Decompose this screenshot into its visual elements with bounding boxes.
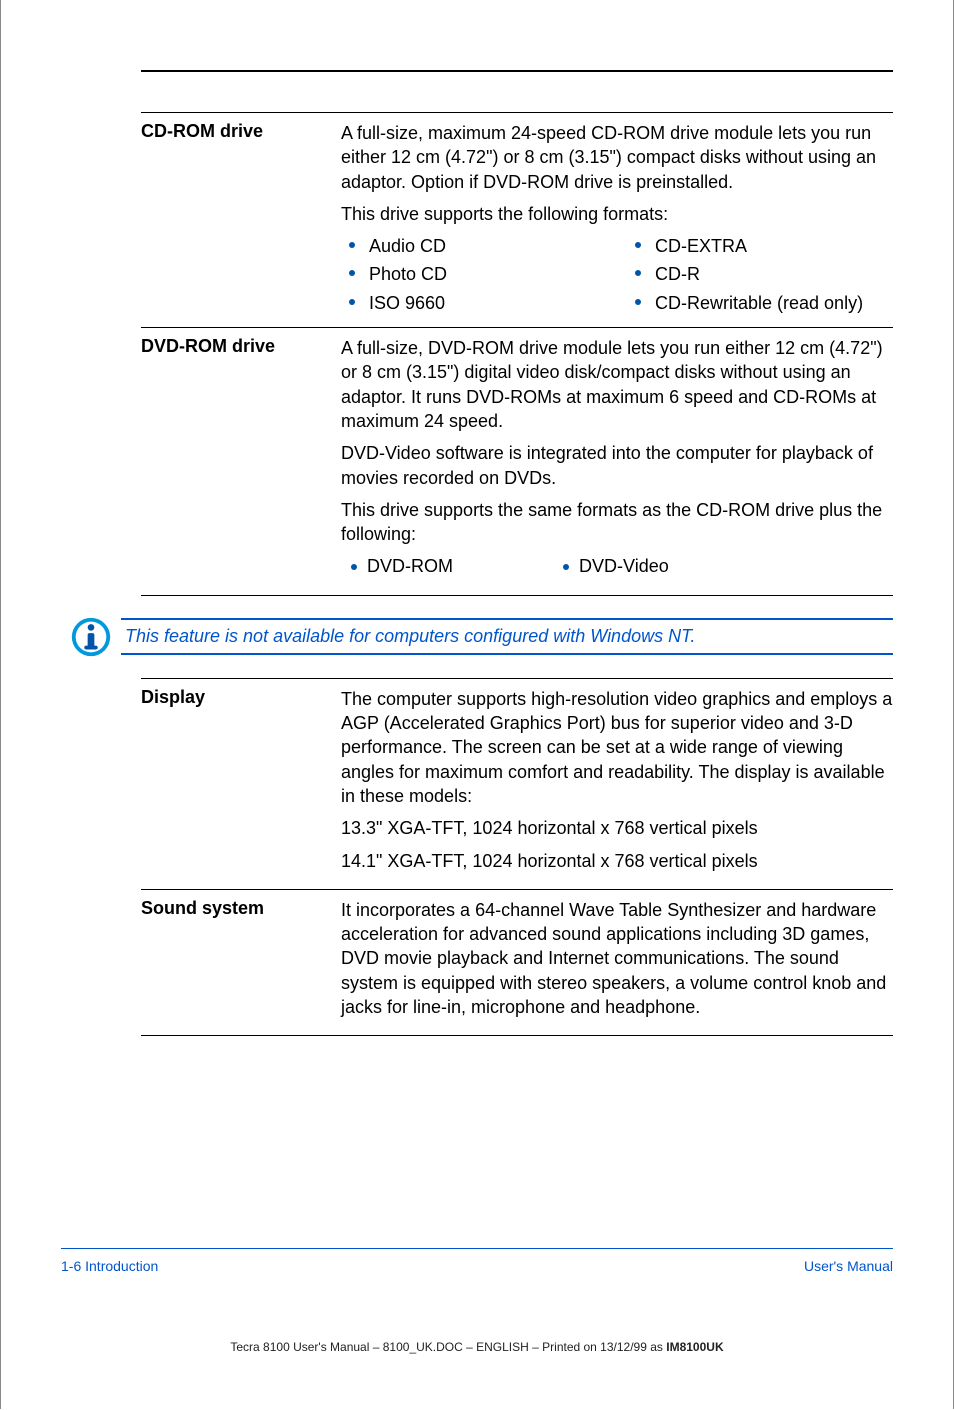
spec-body: A full-size, DVD-ROM drive module lets y… (341, 336, 893, 587)
spec-paragraph: This drive supports the same formats as … (341, 498, 893, 547)
footer-rule (61, 1248, 893, 1249)
document-footer: Tecra 8100 User's Manual – 8100_UK.DOC –… (1, 1340, 953, 1354)
list-item: CD-R (627, 262, 893, 286)
spec-row-cdrom: CD-ROM drive A full-size, maximum 24-spe… (141, 112, 893, 327)
spec-paragraph: 14.1" XGA-TFT, 1024 horizontal x 768 ver… (341, 849, 893, 873)
top-rule (141, 70, 893, 72)
bullet-icon (635, 299, 641, 305)
bullet-icon (351, 564, 357, 570)
bullet-icon (349, 299, 355, 305)
inline-list: DVD-ROM DVD-Video (341, 554, 893, 578)
spec-paragraph: This drive supports the following format… (341, 202, 893, 226)
spec-paragraph: The computer supports high-resolution vi… (341, 687, 893, 808)
bullet-icon (635, 270, 641, 276)
spec-paragraph: 13.3" XGA-TFT, 1024 horizontal x 768 ver… (341, 816, 893, 840)
bullet-icon (349, 270, 355, 276)
list-item: Photo CD (341, 262, 607, 286)
spec-row-display: Display The computer supports high-resol… (141, 678, 893, 889)
bullet-icon (635, 242, 641, 248)
page-content: CD-ROM drive A full-size, maximum 24-spe… (0, 0, 954, 1409)
list-item: CD-EXTRA (627, 234, 893, 258)
list-item: ISO 9660 (341, 291, 607, 315)
spec-label: Display (141, 687, 341, 881)
list-item: Audio CD (341, 234, 607, 258)
note-text: This feature is not available for comput… (121, 618, 893, 655)
spec-body: It incorporates a 64-channel Wave Table … (341, 898, 893, 1027)
spec-body: The computer supports high-resolution vi… (341, 687, 893, 881)
spec-row-dvdrom: DVD-ROM drive A full-size, DVD-ROM drive… (141, 327, 893, 596)
spec-label: DVD-ROM drive (141, 336, 341, 587)
spec-label: CD-ROM drive (141, 121, 341, 319)
spec-paragraph: DVD-Video software is integrated into th… (341, 441, 893, 490)
bullet-icon (349, 242, 355, 248)
spec-paragraph: It incorporates a 64-channel Wave Table … (341, 898, 893, 1019)
list-item: CD-Rewritable (read only) (627, 291, 893, 315)
note-row: This feature is not available for comput… (61, 614, 893, 660)
info-icon (61, 614, 121, 660)
format-list: Audio CD Photo CD ISO 9660 CD-EXTRA CD-R… (341, 234, 893, 319)
spec-paragraph: A full-size, DVD-ROM drive module lets y… (341, 336, 893, 433)
footer-right: User's Manual (804, 1258, 893, 1274)
spec-row-sound: Sound system It incorporates a 64-channe… (141, 889, 893, 1036)
spec-paragraph: A full-size, maximum 24-speed CD-ROM dri… (341, 121, 893, 194)
bullet-icon (563, 564, 569, 570)
page-footer: 1-6 Introduction User's Manual (61, 1258, 893, 1274)
spec-body: A full-size, maximum 24-speed CD-ROM dri… (341, 121, 893, 319)
footer-left: 1-6 Introduction (61, 1258, 158, 1274)
spec-label: Sound system (141, 898, 341, 1027)
